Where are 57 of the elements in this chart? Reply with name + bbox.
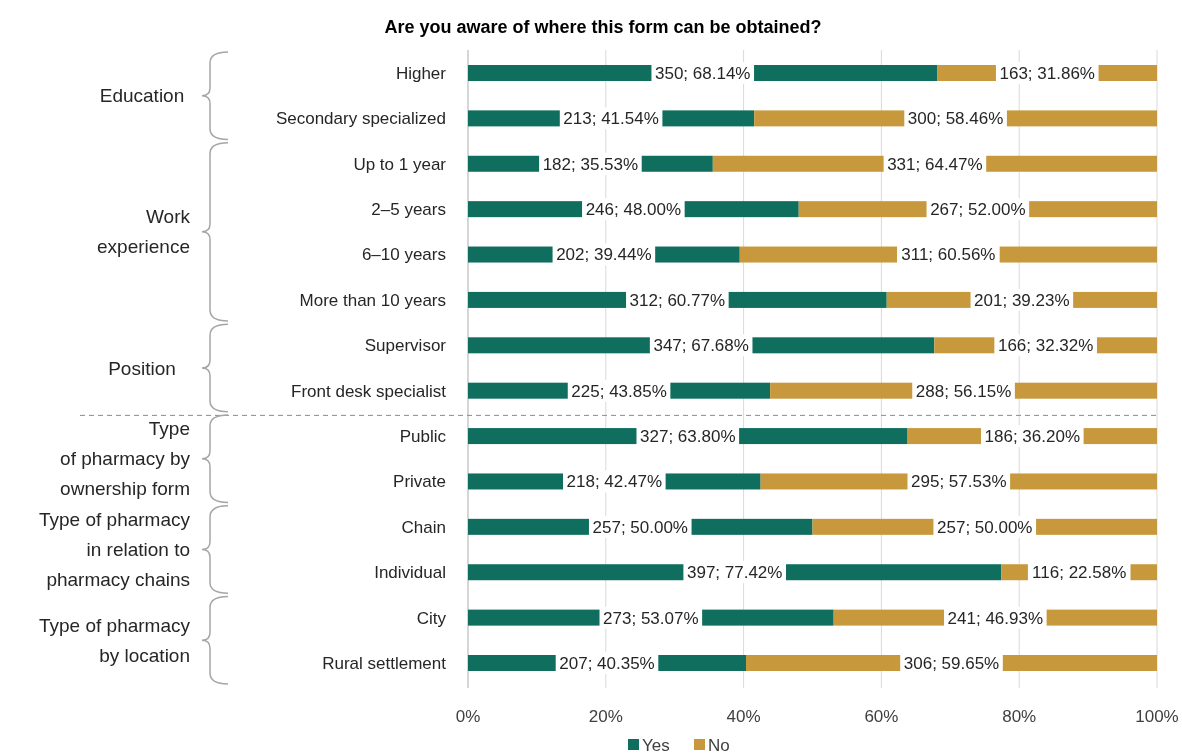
x-tick-label: 80% (1002, 706, 1037, 726)
text: Position (108, 357, 176, 379)
y-tick-label: Secondary specialized (275, 109, 446, 129)
data-label: 327; 63.80% (640, 427, 736, 447)
data-label: 347; 67.68% (653, 336, 749, 356)
data-label: 202; 39.44% (556, 245, 652, 265)
x-tick-label: 40% (726, 706, 761, 726)
text: Type of pharmacy by location (38, 614, 191, 666)
y-tick-label: Front desk specialist (291, 381, 447, 401)
y-tick-label: Individual (374, 563, 446, 583)
x-tick-label: 0% (455, 706, 481, 726)
data-label: 213; 41.54% (563, 109, 659, 129)
data-label: 257; 50.00% (937, 517, 1033, 537)
data-label: 312; 60.77% (629, 290, 726, 310)
y-tick-label: Chain (401, 517, 446, 537)
data-label: 306; 59.65% (903, 653, 1000, 673)
legend-label: No (708, 735, 730, 754)
y-tick-label: Up to 1 year (353, 154, 447, 174)
data-label: 241; 46.93% (947, 608, 1044, 628)
text: Education (99, 85, 185, 107)
y-tick-label: Rural settlement (322, 653, 447, 673)
data-label: 295; 57.53% (911, 472, 1007, 492)
x-tick-label: 20% (588, 706, 623, 726)
text: Type of pharmacy by ownership form (60, 418, 191, 500)
y-tick-label: City (416, 608, 447, 628)
y-tick-label: Private (393, 472, 446, 492)
text: Type of pharmacy in relation to pharmacy chains (38, 509, 191, 591)
data-label: 331; 64.47% (887, 154, 983, 174)
y-tick-label: More than 10 years (299, 290, 446, 310)
data-label: 218; 42.47% (566, 472, 663, 492)
y-tick-label: Supervisor (364, 336, 447, 356)
data-label: 182; 35.53% (542, 154, 639, 174)
data-label: 288; 56.15% (915, 381, 1012, 401)
data-label: 311; 60.56% (901, 245, 996, 265)
data-label: 116; 22.58% (1032, 563, 1127, 583)
data-label: 267; 52.00% (930, 200, 1026, 220)
y-tick-label: 6–10 years (361, 245, 446, 265)
data-label: 397; 77.42% (686, 563, 783, 583)
chart-title: Are you aware of where this form can be obtained? (384, 17, 822, 38)
data-label: 225; 43.85% (571, 381, 667, 401)
y-tick-label: Public (399, 427, 447, 447)
data-label: 186; 36.20% (984, 427, 1081, 447)
y-tick-label: Higher (395, 63, 447, 83)
text: Work experience (97, 206, 191, 258)
y-tick-label: 2–5 years (371, 200, 446, 220)
data-label: 350; 68.14% (655, 63, 751, 83)
data-label: 163; 31.86% (999, 63, 1095, 83)
data-label: 207; 40.35% (559, 653, 655, 673)
data-label: 201; 39.23% (974, 290, 1070, 310)
data-label: 273; 53.07% (603, 608, 699, 628)
legend-label: Yes (642, 735, 670, 754)
x-tick-label: 60% (864, 706, 899, 726)
data-label: 166; 32.32% (997, 336, 1094, 356)
data-label: 300; 58.46% (907, 109, 1004, 129)
x-tick-label: 100% (1135, 706, 1179, 726)
data-label: 257; 50.00% (592, 517, 688, 537)
data-label: 246; 48.00% (585, 200, 682, 220)
